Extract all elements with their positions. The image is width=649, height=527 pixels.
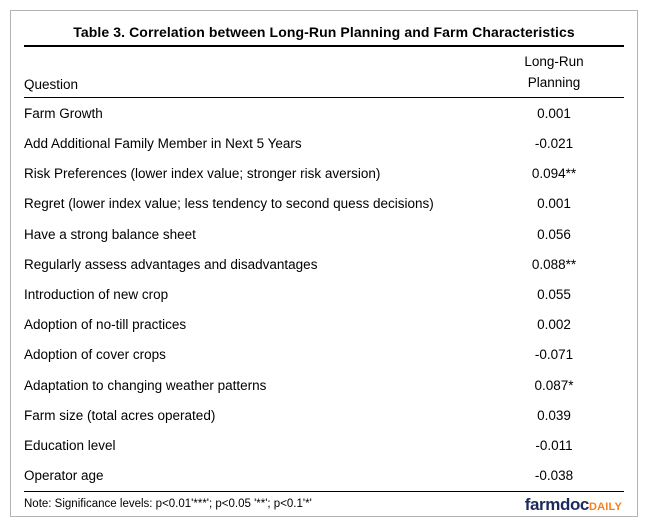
logo-farmdoc-text: farmdoc — [524, 494, 590, 514]
row-question: Operator age — [24, 468, 104, 484]
row-value: 0.087* — [534, 377, 574, 393]
table-row: Introduction of new crop 0.055 — [24, 279, 624, 309]
row-value: -0.011 — [535, 438, 573, 454]
table-card: Table 3. Correlation between Long-Run Pl… — [10, 10, 638, 517]
row-value: 0.056 — [537, 226, 571, 242]
row-question: Regret (lower index value; less tendency… — [24, 196, 434, 212]
row-question: Introduction of new crop — [24, 287, 169, 303]
table-row: Adoption of cover crops -0.071 — [24, 340, 624, 370]
column-header-line2: Planning — [527, 75, 581, 90]
row-question: Adoption of no-till practices — [24, 317, 187, 333]
row-question: Risk Preferences (lower index value; str… — [24, 166, 381, 182]
row-value: 0.088** — [531, 256, 577, 272]
row-value: -0.038 — [534, 468, 574, 484]
row-question: Adoption of cover crops — [24, 347, 166, 363]
table-row: Regret (lower index value; less tendency… — [24, 189, 624, 219]
row-value: -0.021 — [534, 135, 574, 151]
table-row: Operator age -0.038 — [24, 461, 624, 491]
column-header-line1: Long-Run — [524, 54, 584, 69]
row-question: Add Additional Family Member in Next 5 Y… — [24, 135, 302, 151]
row-value: 0.039 — [537, 407, 571, 423]
table-footnote-row: Note: Significance levels: p<0.01'***'; … — [24, 491, 624, 516]
row-question: Farm Growth — [24, 105, 103, 121]
table-title: Table 3. Correlation between Long-Run Pl… — [24, 11, 624, 47]
row-question: Regularly assess advantages and disadvan… — [24, 256, 318, 272]
table-row: Farm Growth 0.001 — [24, 98, 624, 128]
column-header-long-run-planning: Long-Run Planning — [484, 51, 624, 93]
farmdoc-daily-logo: farmdoc DAILY — [525, 496, 624, 513]
table-row: Adaptation to changing weather patterns … — [24, 370, 624, 400]
table-row: Adoption of no-till practices 0.002 — [24, 310, 624, 340]
logo-daily-text: DAILY — [589, 500, 622, 513]
column-header-question: Question — [24, 77, 79, 92]
row-value: 0.002 — [537, 317, 571, 333]
table-header-row: Question Long-Run Planning — [24, 47, 624, 98]
row-question: Farm size (total acres operated) — [24, 407, 216, 423]
row-value: 0.094** — [531, 166, 577, 182]
table-body: Farm Growth 0.001 Add Additional Family … — [24, 98, 624, 491]
table-row: Regularly assess advantages and disadvan… — [24, 249, 624, 279]
table-row: Add Additional Family Member in Next 5 Y… — [24, 128, 624, 158]
row-value: 0.001 — [537, 105, 571, 121]
row-value: 0.055 — [537, 287, 571, 303]
table-row: Have a strong balance sheet 0.056 — [24, 219, 624, 249]
row-question: Have a strong balance sheet — [24, 226, 196, 242]
row-value: -0.071 — [534, 347, 574, 363]
significance-note: Note: Significance levels: p<0.01'***'; … — [24, 498, 312, 510]
table-row: Education level -0.011 — [24, 431, 624, 461]
row-question: Education level — [24, 438, 116, 454]
table-row: Risk Preferences (lower index value; str… — [24, 158, 624, 188]
row-value: 0.001 — [537, 196, 571, 212]
row-question: Adaptation to changing weather patterns — [24, 377, 267, 393]
table-row: Farm size (total acres operated) 0.039 — [24, 400, 624, 430]
